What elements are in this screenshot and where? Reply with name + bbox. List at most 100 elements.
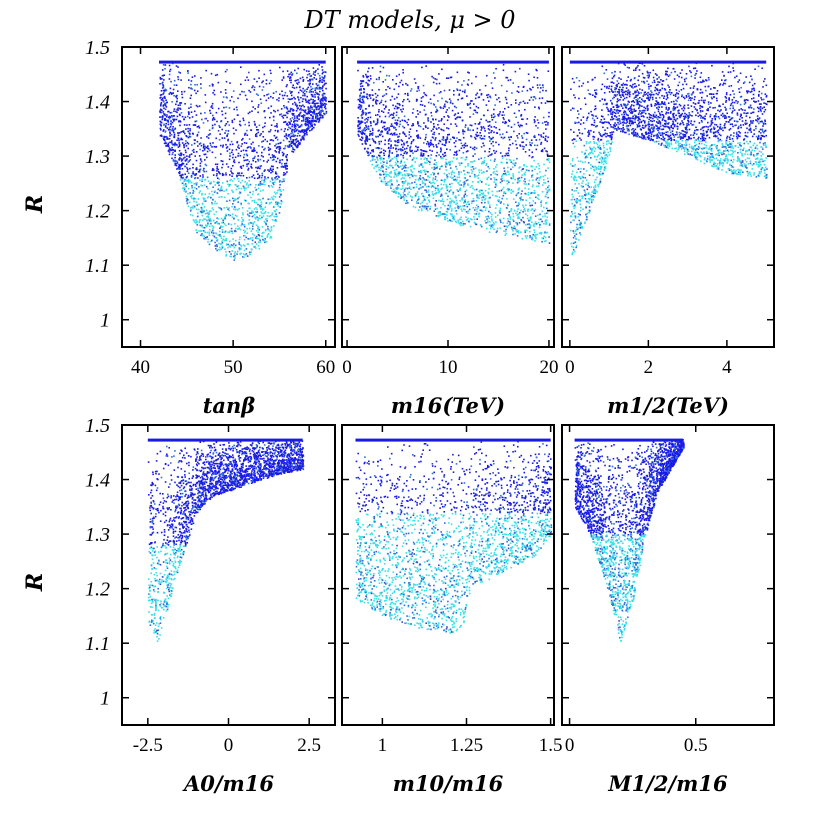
scatter-point: [427, 179, 429, 182]
scatter-point: [168, 110, 170, 113]
scatter-point: [270, 201, 273, 204]
scatter-point: [299, 108, 301, 111]
scatter-point: [537, 162, 539, 165]
scatter-point: [263, 170, 266, 172]
scatter-point: [498, 113, 501, 115]
scatter-point: [281, 90, 283, 93]
scatter-point: [547, 157, 550, 160]
scatter-point: [213, 93, 216, 96]
scatter-point: [257, 166, 259, 168]
scatter-point: [532, 224, 535, 227]
scatter-point: [164, 104, 167, 107]
scatter-point: [526, 89, 529, 92]
scatter-point: [190, 153, 193, 155]
scatter-point: [204, 163, 207, 166]
scatter-point: [211, 203, 213, 205]
scatter-point: [464, 208, 466, 211]
scatter-point: [495, 178, 498, 181]
scatter-point: [455, 154, 458, 156]
scatter-point: [216, 163, 219, 166]
scatter-point: [221, 160, 224, 163]
scatter-point: [433, 94, 435, 97]
scatter-point: [213, 213, 216, 216]
scatter-point: [480, 192, 483, 195]
scatter-point: [435, 137, 437, 139]
scatter-point: [544, 121, 546, 123]
scatter-point: [218, 125, 220, 127]
scatter-point: [177, 137, 180, 140]
scatter-point: [258, 248, 261, 250]
scatter-point: [235, 198, 238, 201]
scatter-point: [168, 93, 171, 95]
scatter-point: [485, 163, 488, 165]
scatter-point: [299, 89, 302, 91]
scatter-point: [200, 234, 202, 237]
scatter-point: [172, 151, 174, 154]
scatter-point: [290, 76, 292, 79]
scatter-point: [507, 204, 509, 207]
scatter-point: [414, 150, 416, 153]
scatter-point: [266, 161, 268, 163]
scatter-point: [375, 165, 378, 168]
scatter-point: [194, 155, 196, 157]
scatter-point: [494, 152, 496, 154]
scatter-point: [536, 84, 539, 86]
scatter-point: [226, 206, 228, 209]
scatter-point: [518, 167, 520, 169]
scatter-point: [317, 72, 319, 75]
scatter-point: [487, 93, 490, 96]
scatter-point: [429, 98, 432, 100]
scatter-point: [520, 198, 522, 201]
scatter-point: [260, 154, 263, 157]
scatter-point: [463, 80, 465, 82]
scatter-point: [461, 84, 463, 86]
scatter-point: [228, 124, 230, 126]
scatter-point: [216, 120, 218, 123]
scatter-point: [276, 126, 278, 128]
scatter-point: [163, 107, 165, 110]
scatter-point: [205, 69, 207, 72]
scatter-point: [231, 172, 233, 174]
scatter-point: [318, 64, 320, 66]
scatter-point: [546, 140, 548, 143]
scatter-point: [238, 227, 240, 229]
scatter-point: [245, 159, 247, 161]
scatter-point: [287, 112, 289, 115]
scatter-point: [279, 161, 281, 164]
scatter-point: [492, 136, 494, 139]
scatter-point: [380, 147, 383, 150]
scatter-point: [500, 221, 502, 224]
scatter-point: [203, 206, 206, 208]
scatter-point: [285, 156, 288, 158]
scatter-point: [217, 130, 220, 132]
scatter-point: [385, 165, 387, 167]
scatter-point: [454, 195, 457, 197]
scatter-point: [319, 114, 322, 116]
scatter-point: [225, 253, 228, 256]
scatter-point: [308, 109, 310, 112]
scatter-point: [160, 111, 163, 114]
scatter-point: [325, 87, 327, 90]
scatter-point: [294, 139, 296, 141]
scatter-point: [447, 204, 450, 207]
scatter-point: [204, 218, 207, 221]
scatter-point: [232, 197, 234, 200]
scatter-point: [641, 98, 643, 101]
scatter-point: [163, 136, 166, 139]
scatter-point: [406, 187, 409, 190]
scatter-point: [309, 129, 311, 132]
scatter-point: [173, 143, 176, 146]
scatter-point: [449, 186, 452, 188]
scatter-point: [387, 184, 389, 186]
scatter-point: [202, 211, 205, 214]
scatter-point: [191, 206, 193, 209]
scatter-point: [449, 197, 451, 200]
scatter-point: [393, 191, 395, 193]
scatter-point: [541, 220, 543, 223]
scatter-point: [379, 70, 382, 73]
scatter-point: [472, 155, 474, 157]
scatter-point: [732, 161, 734, 163]
scatter-point: [307, 86, 309, 89]
scatter-point: [171, 121, 174, 124]
scatter-point: [190, 176, 193, 178]
